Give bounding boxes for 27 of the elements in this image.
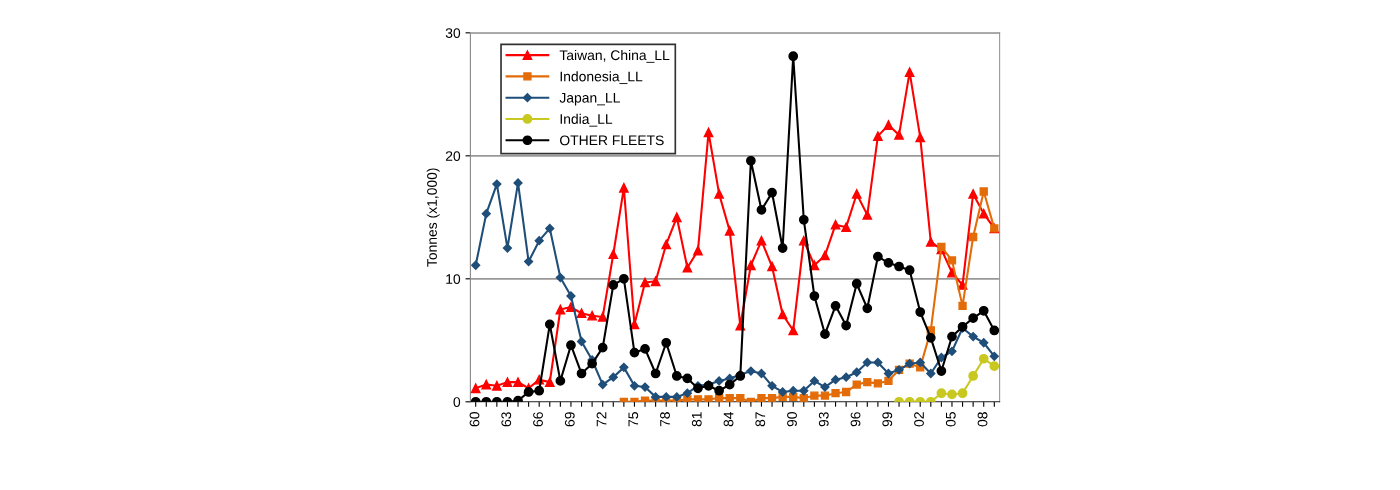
- x-tick-label: 02: [914, 412, 924, 427]
- x-tick-label: 84: [723, 411, 734, 427]
- x-tick-label: 63: [501, 412, 512, 427]
- x-tick-label: 05: [945, 412, 956, 427]
- y-tick-label: 0: [453, 397, 461, 407]
- legend-label: OTHER FLEETS: [560, 135, 664, 146]
- x-tick-label: 81: [691, 412, 702, 427]
- x-tick-label: 87: [755, 412, 766, 427]
- x-tick-label: 90: [787, 412, 797, 427]
- x-tick-label: 66: [533, 412, 543, 427]
- x-tick-label: 96: [850, 412, 861, 427]
- x-tick-label: 78: [660, 412, 670, 427]
- legend-label: Taiwan, China_LL: [559, 49, 670, 63]
- legend-label: India_LL: [560, 113, 613, 127]
- x-tick-label: 99: [882, 412, 893, 427]
- x-tick-label: 93: [818, 412, 829, 427]
- y-tick-label: 10: [446, 274, 461, 284]
- y-axis-title: Tonnes (x1,000): [426, 168, 440, 267]
- legend-label: Indonesia_LL: [560, 71, 643, 85]
- x-tick-label: 75: [628, 412, 639, 427]
- x-tick-label: 08: [977, 412, 988, 427]
- x-tick-label: 69: [564, 412, 575, 427]
- x-tick-label: 72: [596, 412, 607, 427]
- y-tick-label: 20: [445, 151, 461, 161]
- x-tick-label: 60: [469, 412, 480, 427]
- legend-label: Japan_LL: [559, 93, 620, 106]
- y-tick-label: 30: [445, 28, 461, 38]
